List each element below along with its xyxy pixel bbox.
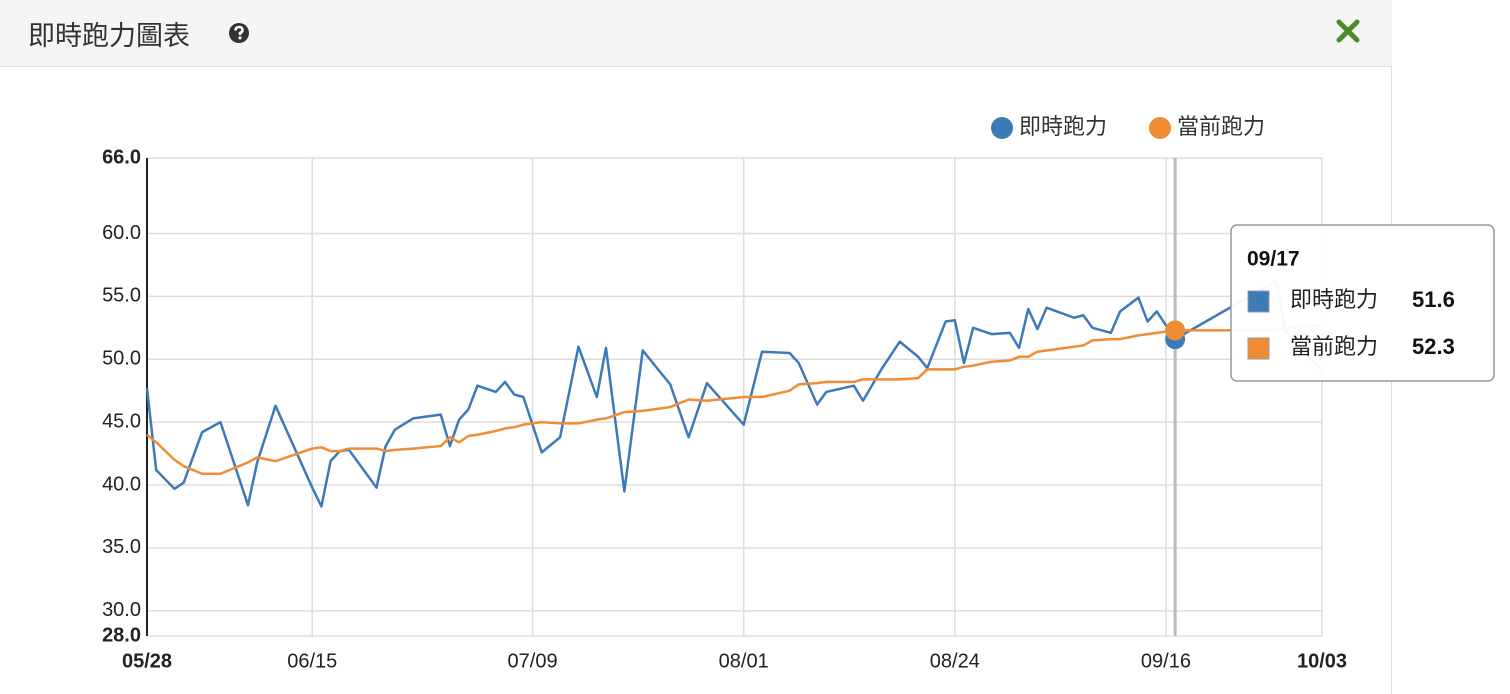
legend-marker — [1149, 117, 1171, 139]
tooltip-swatch — [1247, 290, 1270, 313]
y-tick-label: 45.0 — [102, 410, 141, 432]
panel: 即時跑力圖表 — [0, 0, 1392, 694]
x-tick-label: 08/24 — [930, 650, 980, 672]
y-tick-label: 66.0 — [102, 146, 141, 168]
tooltip-name: 即時跑力 — [1290, 287, 1378, 312]
tooltip-box — [1230, 224, 1495, 382]
tooltip-value: 51.6 — [1412, 287, 1455, 312]
y-tick-label: 35.0 — [102, 536, 141, 558]
panel-header: 即時跑力圖表 — [0, 0, 1392, 67]
x-tick-label: 05/28 — [122, 650, 172, 672]
y-tick-label: 50.0 — [102, 348, 141, 370]
close-button[interactable] — [1336, 19, 1360, 43]
x-tick-label: 06/15 — [287, 650, 337, 672]
y-tick-label: 40.0 — [102, 473, 141, 495]
legend-marker — [991, 117, 1013, 139]
x-tick-label: 10/03 — [1297, 650, 1347, 672]
tooltip-title: 09/17 — [1247, 248, 1300, 271]
legend-label: 即時跑力 — [1019, 114, 1107, 139]
y-tick-label: 55.0 — [102, 285, 141, 307]
help-icon[interactable] — [228, 22, 250, 44]
x-tick-label: 07/09 — [508, 650, 558, 672]
tooltip-name: 當前跑力 — [1290, 334, 1378, 359]
series-line — [145, 280, 1323, 508]
series-line — [146, 324, 1323, 475]
tooltip-value: 52.3 — [1412, 334, 1455, 359]
y-tick-label: 28.0 — [102, 624, 141, 646]
x-tick-label: 08/01 — [719, 650, 769, 672]
panel-title: 即時跑力圖表 — [28, 21, 190, 51]
legend-label: 當前跑力 — [1177, 114, 1265, 139]
hover-point — [1165, 320, 1186, 341]
x-tick-label: 09/16 — [1141, 650, 1191, 672]
y-tick-label: 30.0 — [102, 599, 141, 621]
tooltip-swatch — [1247, 337, 1270, 360]
y-tick-label: 60.0 — [102, 222, 141, 244]
